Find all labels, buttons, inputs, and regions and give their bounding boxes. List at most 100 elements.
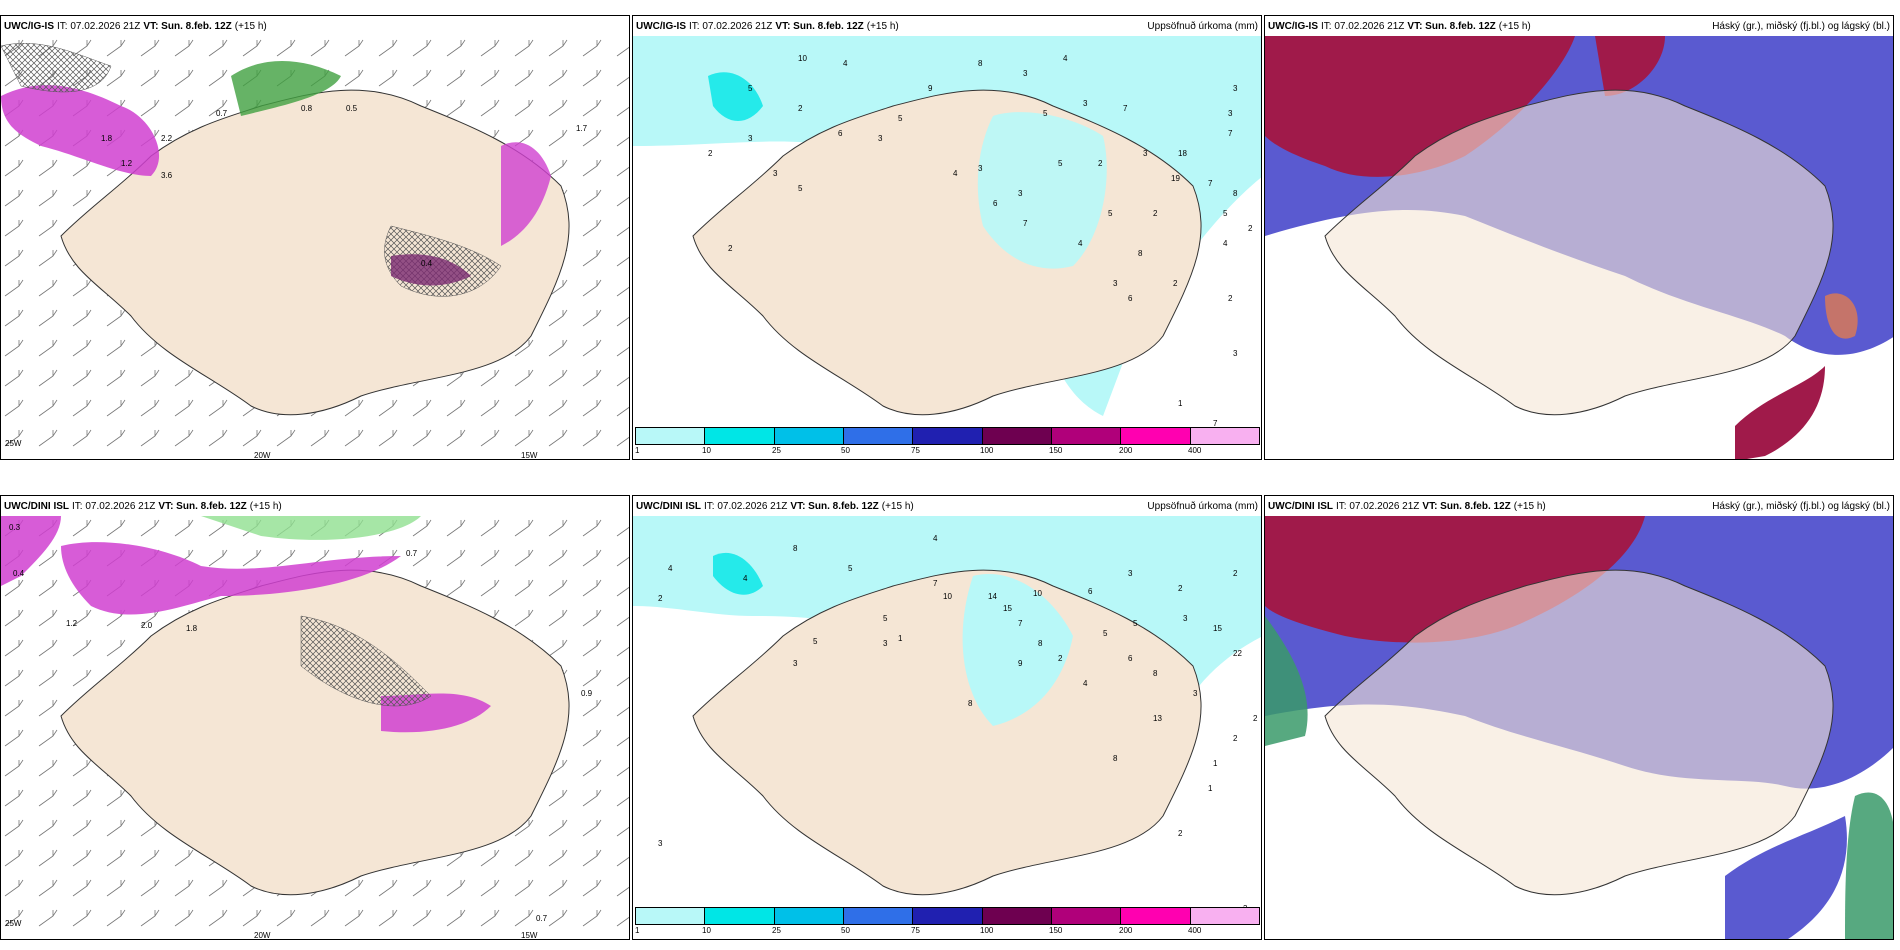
colorbar-label: 400	[1188, 446, 1202, 455]
cloud-map-bottom	[1265, 516, 1893, 939]
precip-value: 2	[1253, 714, 1258, 723]
precip-value: 1	[1178, 399, 1183, 408]
wind-value: 2.2	[161, 134, 173, 143]
precip-value: 2	[658, 594, 663, 603]
iceland-land	[1324, 89, 1834, 416]
precip-value: 3	[1128, 569, 1133, 578]
precip-value: 10	[1033, 589, 1042, 598]
colorbar-swatch	[774, 908, 844, 924]
precip-value: 2	[1098, 159, 1103, 168]
precip-value: 8	[1138, 249, 1143, 258]
precip-value: 3	[773, 169, 778, 178]
precip-value: 5	[1043, 109, 1048, 118]
precip-value: 14	[988, 592, 997, 601]
precip-value: 10	[943, 592, 952, 601]
precip-value: 6	[838, 129, 843, 138]
model-name: UWC/IG-IS	[636, 20, 686, 32]
lon-label: 25W	[5, 919, 22, 928]
precip-value: 3	[1233, 349, 1238, 358]
parameter-title: Háský (gr.), miðský (fj.bl.) og lágský (…	[1712, 20, 1890, 32]
colorbar-label: 400	[1188, 926, 1202, 935]
wind-value: 1.8	[186, 624, 198, 633]
panel-bottom-left: UWC/DINI ISL IT: 07.02.2026 21Z VT: Sun.…	[0, 495, 630, 940]
colorbar-swatch	[636, 428, 706, 444]
precip-value: 5	[883, 614, 888, 623]
precip-value: 7	[1213, 419, 1218, 428]
panel-top-middle: UWC/IG-IS IT: 07.02.2026 21Z VT: Sun. 8.…	[632, 15, 1262, 460]
lead-time: (+15 h)	[249, 500, 282, 512]
precip-value: 2	[1153, 209, 1158, 218]
precip-patch	[1, 85, 160, 176]
iceland-land	[60, 89, 570, 416]
colorbar-swatch	[636, 908, 706, 924]
precip-value: 3	[1228, 109, 1233, 118]
precip-value: 2	[708, 149, 713, 158]
init-time: IT: 07.02.2026 21Z	[72, 500, 156, 512]
init-time: IT: 07.02.2026 21Z	[1321, 20, 1405, 32]
precip-value: 6	[1088, 587, 1093, 596]
precip-value: 3	[1233, 84, 1238, 93]
wind-value: 1.7	[576, 124, 588, 133]
wind-value: 1.2	[66, 619, 78, 628]
panel-header: UWC/DINI ISL IT: 07.02.2026 21Z VT: Sun.…	[633, 496, 1261, 516]
precip-value: 4	[953, 169, 958, 178]
wind-value: 0.4	[13, 569, 25, 578]
colorbar-swatch	[1121, 908, 1191, 924]
colorbar-label: 75	[911, 446, 920, 455]
precip-map-bottom: 4 8 2 4 5 4 7 10 14 10 6 7 15 8 3 5 1 5 …	[633, 516, 1261, 939]
precip-value: 2	[1228, 294, 1233, 303]
panel-header: UWC/DINI ISL IT: 07.02.2026 21Z VT: Sun.…	[1265, 496, 1893, 516]
precip-value: 8	[793, 544, 798, 553]
parameter-title: Uppsöfnuð úrkoma (mm)	[1147, 20, 1258, 32]
colorbar-swatch	[705, 428, 775, 444]
wind-value: 2.0	[141, 621, 153, 630]
precip-value: 7	[1123, 104, 1128, 113]
precip-value: 15	[1003, 604, 1012, 613]
precip-value: 5	[813, 637, 818, 646]
precip-value: 2	[1248, 224, 1253, 233]
precip-value: 2	[1173, 279, 1178, 288]
lead-time: (+15 h)	[881, 500, 914, 512]
panel-header: UWC/IG-IS IT: 07.02.2026 21Z VT: Sun. 8.…	[1265, 16, 1893, 36]
valid-time: VT: Sun. 8.feb. 12Z	[143, 20, 232, 32]
precip-value: 5	[848, 564, 853, 573]
init-time: IT: 07.02.2026 21Z	[689, 20, 773, 32]
precip-value: 8	[1233, 189, 1238, 198]
colorbar-swatch	[843, 428, 914, 444]
precip-value: 5	[1223, 209, 1228, 218]
colorbar-swatch	[1190, 428, 1259, 444]
wind-value: 0.3	[9, 523, 21, 532]
colorbar-swatch	[913, 428, 983, 444]
precip-value: 6	[1128, 294, 1133, 303]
lon-label: 25W	[5, 439, 22, 448]
panel-bottom-right: UWC/DINI ISL IT: 07.02.2026 21Z VT: Sun.…	[1264, 495, 1894, 940]
precip-value: 8	[1113, 754, 1118, 763]
valid-time: VT: Sun. 8.feb. 12Z	[158, 500, 247, 512]
precip-value: 5	[1103, 629, 1108, 638]
precip-value: 1	[1213, 759, 1218, 768]
precip-value: 1	[898, 634, 903, 643]
valid-time: VT: Sun. 8.feb. 12Z	[775, 20, 864, 32]
precip-value: 8	[968, 699, 973, 708]
precip-map-top: 10 4 8 3 4 9 3 6 5 3 7 3 3 5 2 2 4 3 6 3…	[633, 36, 1261, 459]
precip-value: 19	[1171, 174, 1180, 183]
precip-value: 3	[1023, 69, 1028, 78]
lead-time: (+15 h)	[234, 20, 267, 32]
parameter-title: Uppsöfnuð úrkoma (mm)	[1147, 500, 1258, 512]
colorbar-label: 200	[1119, 926, 1133, 935]
precip-value: 3	[1083, 99, 1088, 108]
model-name: UWC/DINI ISL	[1268, 500, 1333, 512]
wind-value: 0.8	[301, 104, 313, 113]
wind-value: 0.7	[536, 914, 548, 923]
precip-value: 7	[1228, 129, 1233, 138]
precip-value: 3	[978, 164, 983, 173]
precip-value: 4	[1063, 54, 1068, 63]
precip-value: 7	[1023, 219, 1028, 228]
precip-value: 3	[1113, 279, 1118, 288]
precip-value: 9	[1018, 659, 1023, 668]
precip-value: 7	[1018, 619, 1023, 628]
colorbar-label: 25	[772, 926, 781, 935]
colorbar-swatch	[1190, 908, 1259, 924]
init-time: IT: 07.02.2026 21Z	[57, 20, 141, 32]
precip-value: 7	[1208, 179, 1213, 188]
